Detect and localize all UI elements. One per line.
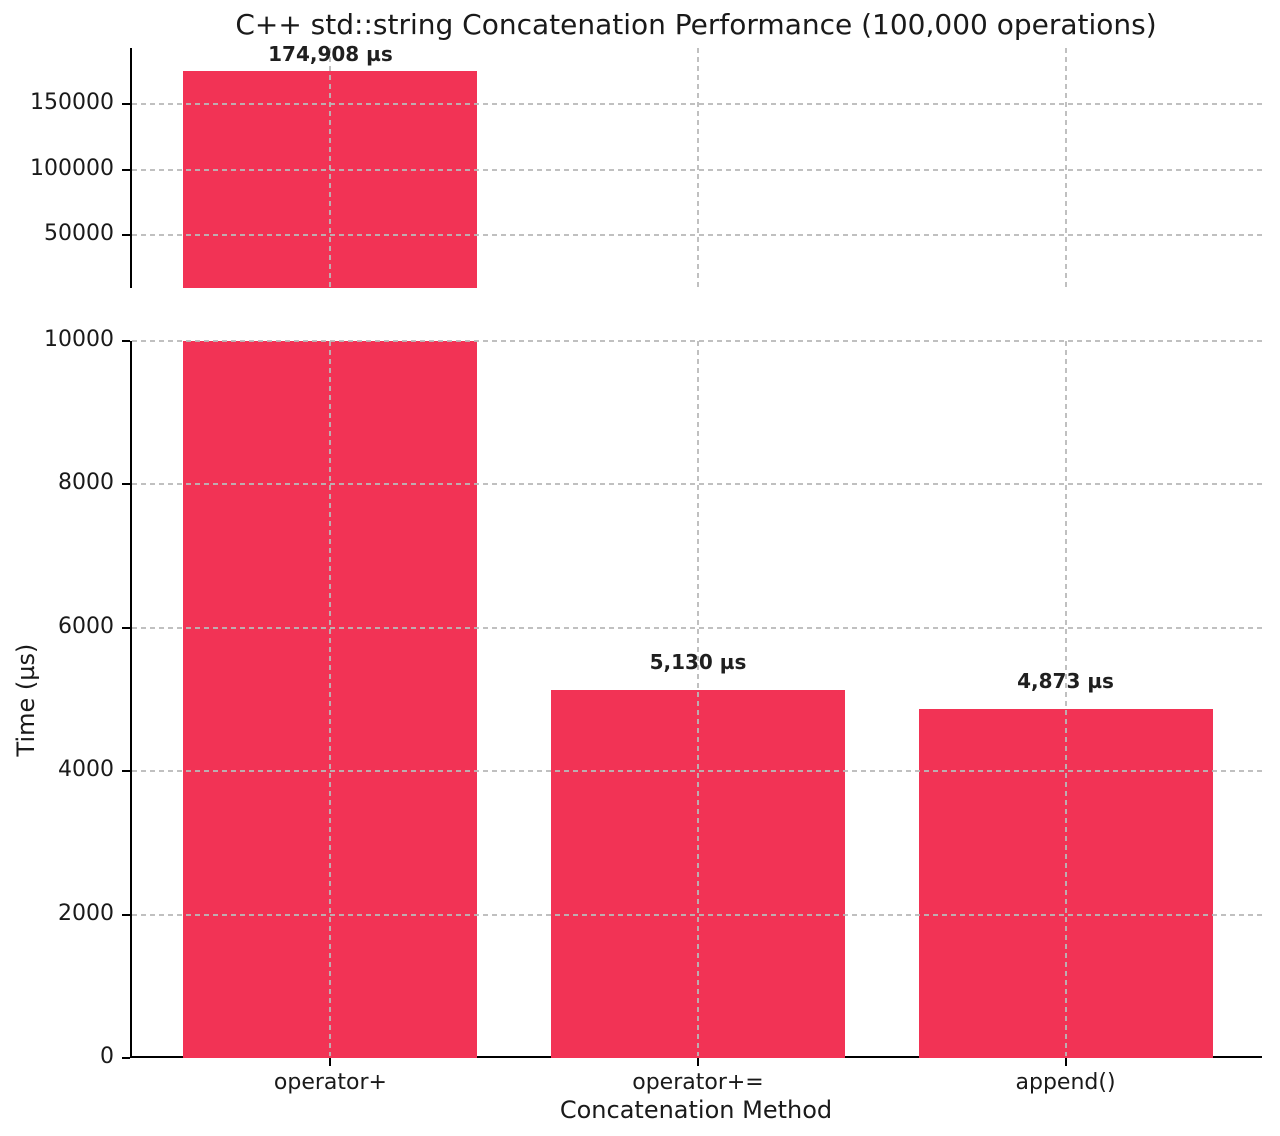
y-tick-label: 10000 — [44, 327, 114, 352]
y-tick — [122, 483, 130, 486]
y-tick-label: 100000 — [30, 155, 114, 181]
x-grid-line — [697, 48, 699, 288]
x-axis-label: Concatenation Method — [559, 1096, 833, 1124]
x-tick-label-operator+: operator+ — [273, 1070, 387, 1095]
y-tick — [122, 234, 130, 237]
bar-value-label: 5,130 µs — [649, 650, 747, 675]
x-grid-line — [1064, 48, 1067, 288]
y-tick — [122, 340, 130, 342]
bar-value-label: 174,908 µs — [268, 42, 393, 67]
y-tick — [122, 770, 130, 773]
y-tick — [122, 913, 130, 916]
y-tick-label: 50000 — [44, 221, 114, 247]
y-axis-label: Time (µs) — [12, 643, 40, 756]
y-tick-label: 4000 — [58, 757, 114, 783]
y-tick-label: 2000 — [58, 900, 114, 926]
x-tick-label-operator+=: operator+= — [632, 1070, 764, 1095]
x-tick-label-append(): append() — [1015, 1070, 1116, 1095]
x-grid-line — [1064, 341, 1067, 1056]
y-tick-label: 0 — [100, 1044, 114, 1069]
lower-axes-panel: 5,130 µs 4,873 µs 0 2000 4000 6000 8000 10000 op… — [44, 327, 1262, 1095]
x-tick — [697, 1058, 699, 1066]
upper-axes-panel: 174,908 µs 50000 100000 150000 — [30, 42, 1262, 288]
x-tick — [329, 1058, 332, 1066]
y-tick-label: 150000 — [30, 89, 114, 115]
x-tick — [1064, 1058, 1067, 1066]
y-tick-label: 8000 — [58, 470, 114, 496]
y-tick-label: 6000 — [58, 613, 114, 639]
bar-value-label: 4,873 µs — [1017, 668, 1114, 693]
y-tick — [122, 168, 130, 171]
x-grid-line — [329, 48, 332, 288]
chart-title: C++ std::string Concatenation Performanc… — [235, 8, 1157, 41]
x-grid-line — [697, 341, 699, 1056]
y-tick — [122, 626, 130, 629]
y-tick — [122, 1057, 130, 1059]
y-tick — [122, 102, 130, 105]
x-grid-line — [329, 341, 332, 1056]
